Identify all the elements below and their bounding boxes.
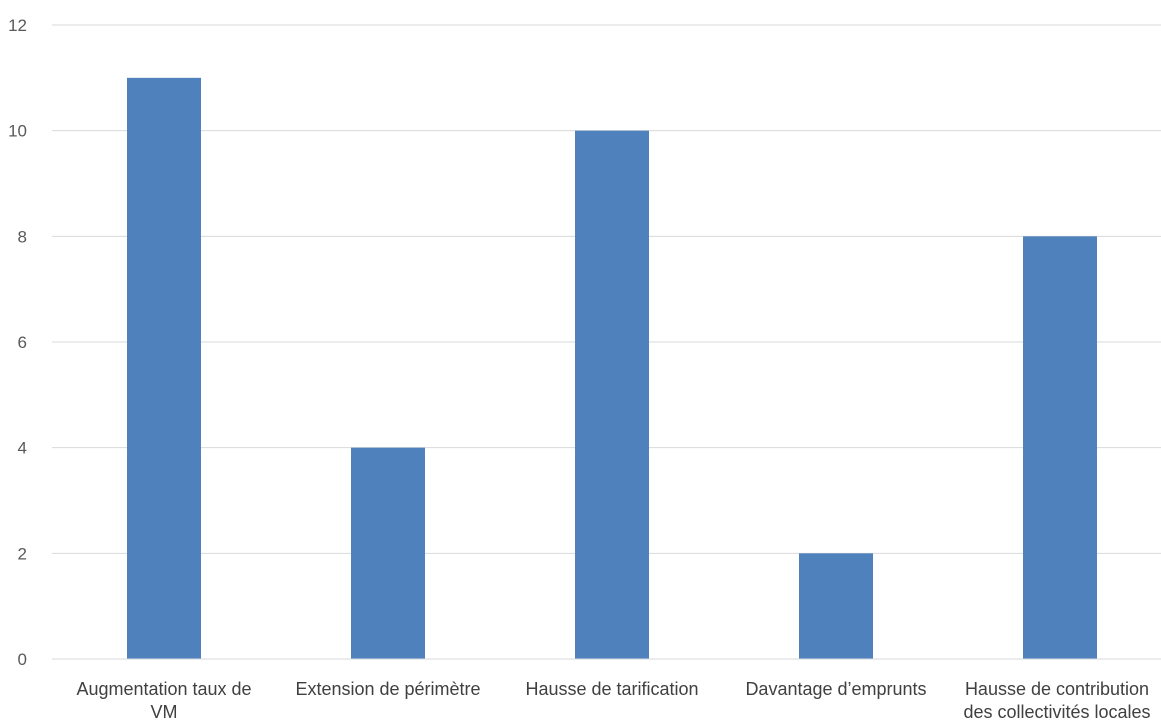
x-category-label-line: VM xyxy=(151,702,178,722)
bar-4 xyxy=(1023,236,1097,660)
y-tick-label: 2 xyxy=(18,544,27,563)
bar-3 xyxy=(799,553,873,659)
bar-0 xyxy=(127,77,201,660)
x-category-label: Extension de périmètre xyxy=(295,679,480,699)
y-tick-label: 0 xyxy=(18,650,27,669)
x-category-label: Davantage d’emprunts xyxy=(745,679,926,699)
y-tick-label: 12 xyxy=(8,16,27,35)
x-category-label-line: Hausse de contribution xyxy=(965,679,1149,699)
y-tick-label: 4 xyxy=(18,439,27,458)
y-axis-tick-labels: 0 2 4 6 8 10 12 xyxy=(8,16,27,669)
x-category-label: Hausse de contribution des collectivités … xyxy=(963,679,1150,722)
y-tick-label: 6 xyxy=(18,333,27,352)
x-category-label-line: Hausse de tarification xyxy=(525,679,698,699)
x-category-label-line: des collectivités locales xyxy=(963,702,1150,722)
bar-1 xyxy=(351,447,425,659)
bar-2 xyxy=(575,130,649,659)
x-category-label: Hausse de tarification xyxy=(525,679,698,699)
x-category-label-line: Extension de périmètre xyxy=(295,679,480,699)
x-category-label-line: Davantage d’emprunts xyxy=(745,679,926,699)
y-tick-label: 10 xyxy=(8,122,27,141)
x-category-label: Augmentation taux de VM xyxy=(76,679,251,722)
y-tick-label: 8 xyxy=(18,227,27,246)
x-category-label-line: Augmentation taux de xyxy=(76,679,251,699)
bars xyxy=(127,77,1097,660)
x-axis-category-labels: Augmentation taux de VM Extension de périm… xyxy=(76,679,1150,722)
